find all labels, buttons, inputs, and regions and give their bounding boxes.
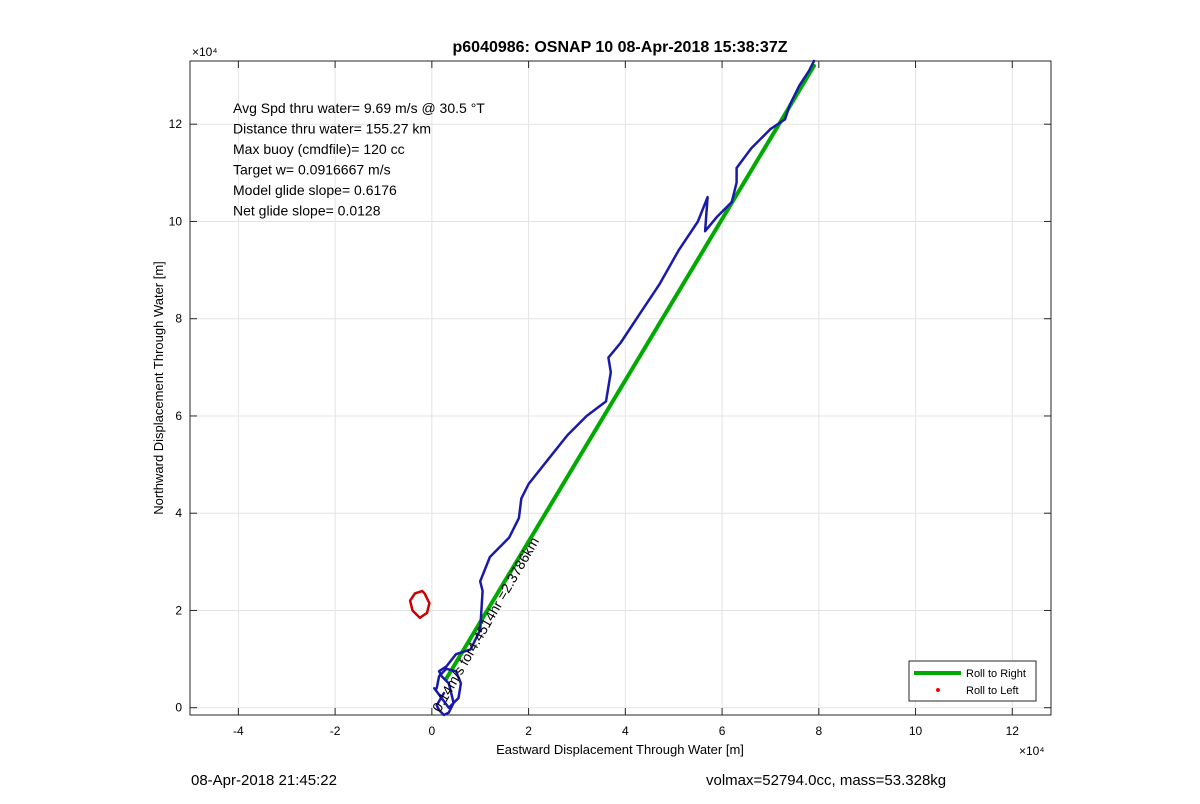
y-tick-label: 8	[175, 312, 182, 326]
series-line-0	[444, 63, 816, 681]
x-tick-label: 6	[719, 724, 726, 738]
legend-marker-roll-left	[936, 688, 940, 692]
stats-annotations: Avg Spd thru water= 9.69 m/s @ 30.5 °T Di…	[233, 100, 485, 219]
annotation-line: Distance thru water= 155.27 km	[233, 121, 431, 137]
x-tick-label: 0	[429, 724, 436, 738]
chart-title: p6040986: OSNAP 10 08-Apr-2018 15:38:37Z	[453, 39, 788, 56]
y-tick-label: 0	[175, 701, 182, 715]
y-tick-label: 2	[175, 603, 182, 617]
x-exponent-label: ×10⁴	[1019, 744, 1045, 758]
annotation-line: Max buoy (cmdfile)= 120 cc	[233, 141, 405, 157]
y-tick-label: 12	[169, 117, 183, 131]
x-tick-label: -2	[330, 724, 341, 738]
x-tick-label: 12	[1006, 724, 1020, 738]
current-annotation: 0.14m/s for4.4514hr =2.3786km	[429, 534, 542, 714]
y-tick-label: 6	[175, 409, 182, 423]
series-line-3	[408, 589, 431, 620]
x-tick-label: 8	[815, 724, 822, 738]
legend-label-roll-left: Roll to Left	[966, 685, 1019, 697]
y-tick-label: 10	[169, 214, 183, 228]
x-tick-label: 10	[909, 724, 923, 738]
annotation-line: Model glide slope= 0.6176	[233, 182, 397, 198]
legend: Roll to Right Roll to Left	[908, 660, 1037, 702]
y-exponent-label: ×10⁴	[192, 45, 218, 59]
series-layer	[408, 59, 816, 717]
y-axis-label: Northward Displacement Through Water [m]	[151, 261, 166, 515]
x-tick-label: -4	[233, 724, 244, 738]
annotation-line: Avg Spd thru water= 9.69 m/s @ 30.5 °T	[233, 100, 485, 116]
axis-ticks: -4 -2 0 2 4 6 8 10 12 0 2 4 6 8 10 12	[169, 61, 1051, 738]
annotation-line: Net glide slope= 0.0128	[233, 203, 381, 219]
x-tick-label: 4	[622, 724, 629, 738]
x-axis-label: Eastward Displacement Through Water [m]	[496, 742, 744, 757]
footer-timestamp: 08-Apr-2018 21:45:22	[191, 772, 337, 789]
grid-lines	[190, 61, 1051, 715]
axes-frame	[189, 60, 1052, 716]
legend-box	[908, 660, 1037, 702]
footer-volmax-mass: volmax=52794.0cc, mass=53.328kg	[706, 772, 947, 789]
legend-label-roll-right: Roll to Right	[966, 668, 1026, 680]
series-line-4	[433, 667, 463, 709]
x-tick-label: 2	[525, 724, 532, 738]
y-tick-label: 4	[175, 506, 182, 520]
annotation-line: Target w= 0.0916667 m/s	[233, 162, 391, 178]
